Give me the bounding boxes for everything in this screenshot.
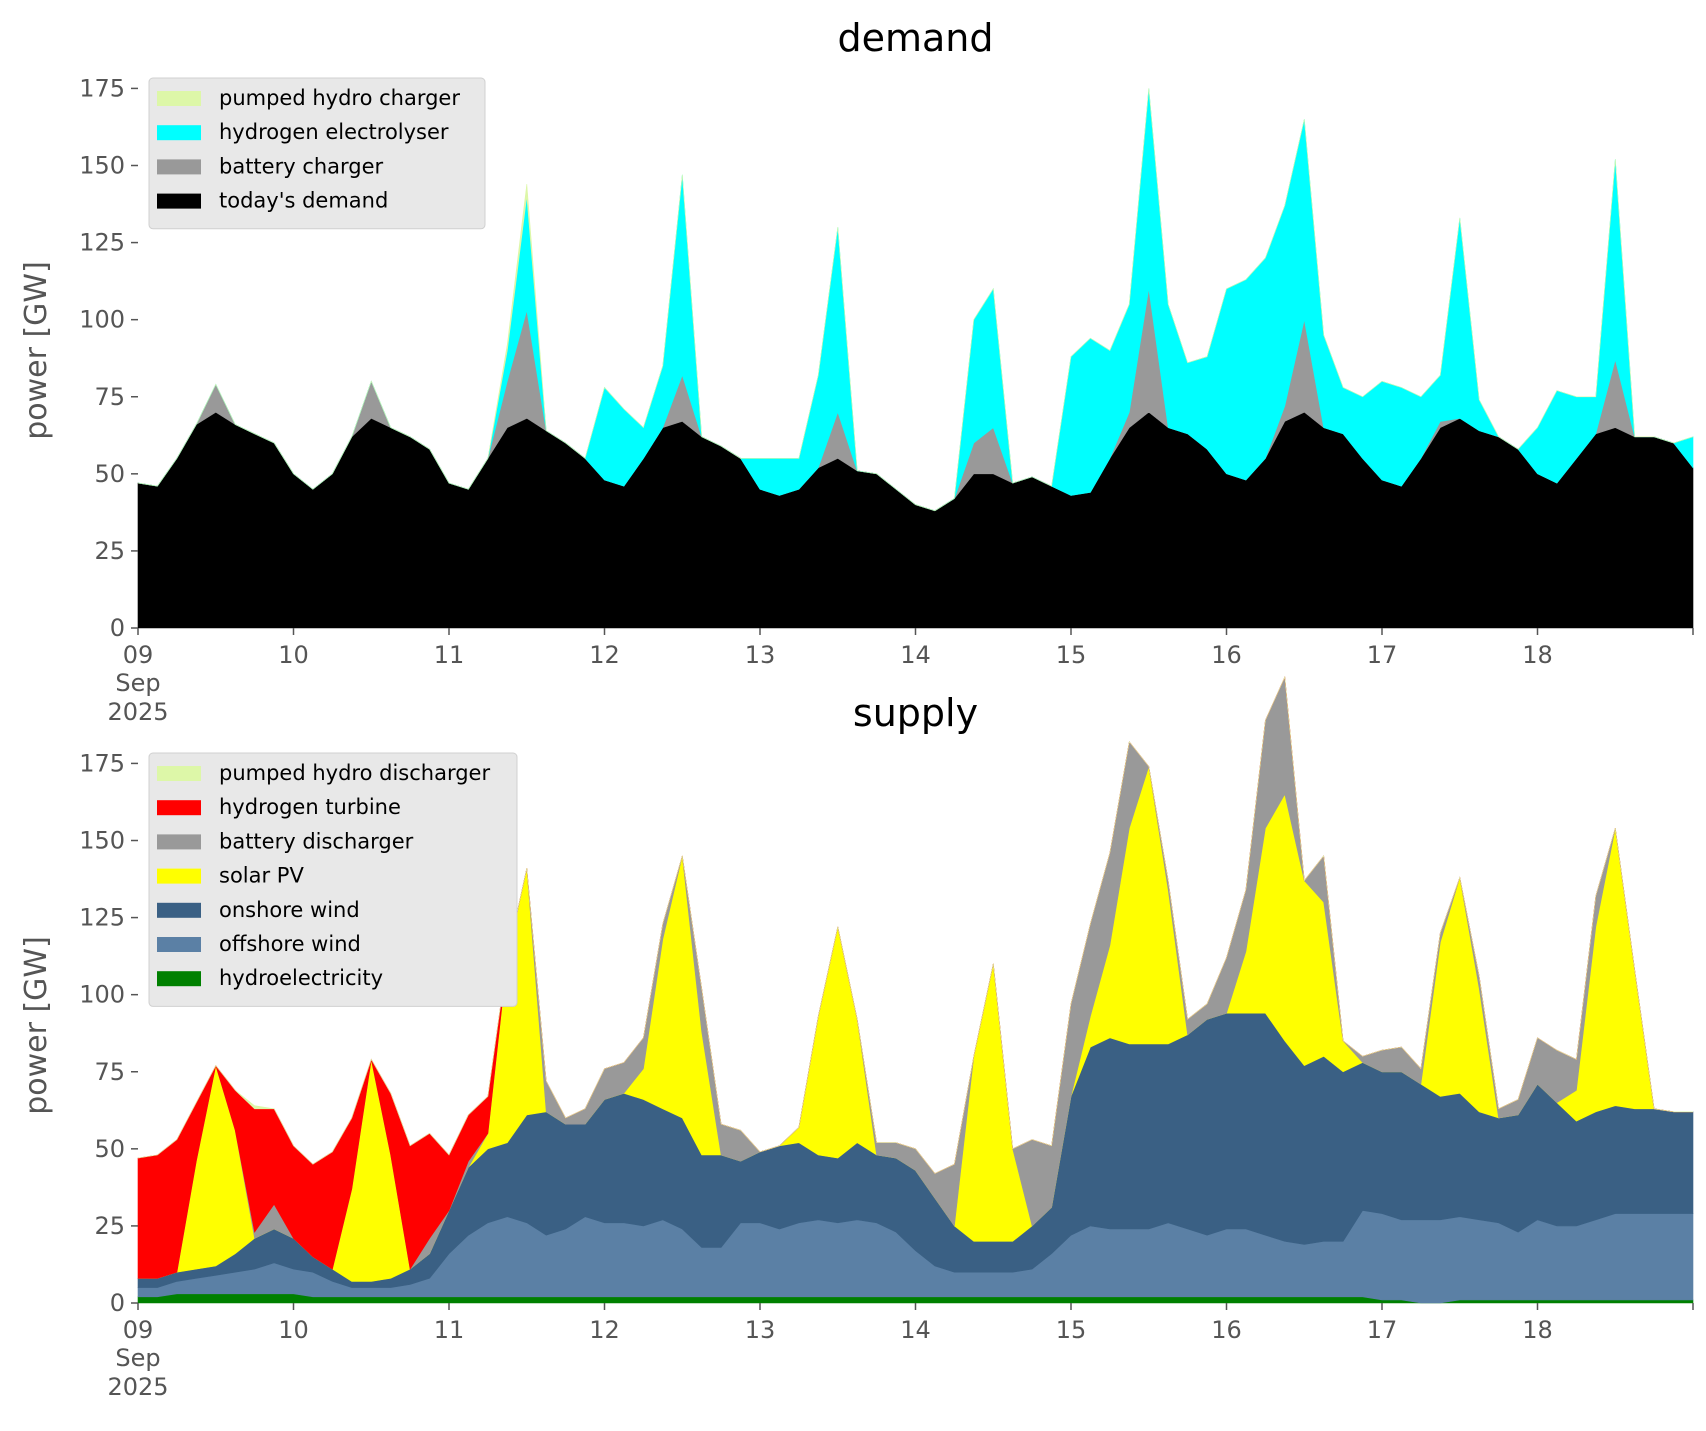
legend-swatch-battery-charger	[157, 159, 201, 175]
x-tick-sublabel: 2025	[107, 1373, 168, 1401]
y-tick-label: 125	[79, 904, 125, 932]
y-tick-label: 125	[79, 229, 125, 257]
x-tick-sublabel: 2025	[107, 698, 168, 726]
chart-title: supply	[853, 691, 978, 735]
x-tick-label: 14	[900, 641, 931, 669]
x-tick-sublabel: Sep	[115, 1344, 160, 1372]
legend-label-solar-pv: solar PV	[219, 864, 304, 888]
x-tick-label: 16	[1211, 1316, 1242, 1344]
y-tick-label: 150	[79, 827, 125, 855]
legend-label-today-s-demand: today's demand	[219, 189, 388, 213]
legend-label-battery-charger: battery charger	[219, 154, 384, 178]
chart-title: demand	[837, 16, 993, 60]
legend-swatch-hydroelectricity	[157, 971, 201, 987]
area-pumped-hydro-charger	[137, 88, 1694, 512]
x-tick-label: 12	[589, 1316, 620, 1344]
x-tick-label: 10	[278, 641, 309, 669]
x-tick-label: 15	[1056, 1316, 1087, 1344]
y-tick-label: 0	[110, 1289, 125, 1317]
x-tick-label: 18	[1522, 1316, 1553, 1344]
y-tick-label: 75	[94, 1058, 125, 1086]
x-tick-label: 13	[745, 1316, 776, 1344]
y-tick-label: 50	[94, 460, 125, 488]
demand-chart: demand power [GW] 0 25 50 75 100 125 150 175 09Sep…	[19, 16, 1694, 726]
y-tick-label: 50	[94, 1135, 125, 1163]
supply-chart: supply power [GW] 0 25 50 75 100 125 150 175 09Sep…	[19, 675, 1694, 1401]
legend-swatch-battery-discharger	[157, 834, 201, 850]
legend-label-pumped-hydro-discharger: pumped hydro discharger	[219, 761, 490, 785]
legend-label-onshore-wind: onshore wind	[219, 898, 360, 922]
x-tick-label: 17	[1367, 641, 1398, 669]
legend-swatch-hydrogen-electrolyser	[157, 125, 201, 141]
legend: pumped hydro charger hydrogen electrolyse…	[148, 77, 486, 230]
x-tick-label: 09	[123, 641, 154, 669]
y-tick-label: 25	[94, 1212, 125, 1240]
legend-swatch-hydrogen-turbine	[157, 800, 201, 816]
x-tick-label: 15	[1056, 641, 1087, 669]
series-areas	[137, 675, 1694, 1304]
x-tick-label: 18	[1522, 641, 1553, 669]
legend-label-battery-discharger: battery discharger	[219, 829, 414, 853]
x-tick-label: 09	[123, 1316, 154, 1344]
legend-box	[148, 77, 486, 230]
legend-label-pumped-hydro-charger: pumped hydro charger	[219, 86, 460, 110]
legend-swatch-onshore-wind	[157, 902, 201, 918]
x-tick-label: 11	[434, 641, 465, 669]
x-tick-label: 11	[434, 1316, 465, 1344]
legend: pumped hydro discharger hydrogen turbine b…	[148, 752, 518, 1007]
x-tick-label: 12	[589, 641, 620, 669]
legend-swatch-pumped-hydro-discharger	[157, 766, 201, 781]
area-today-s-demand	[137, 411, 1694, 629]
area-pumped-hydro-discharger	[137, 675, 1693, 1174]
legend-label-hydrogen-turbine: hydrogen turbine	[219, 795, 401, 819]
y-tick-label: 100	[79, 306, 125, 334]
x-tick-label: 10	[278, 1316, 309, 1344]
y-tick-label: 100	[79, 981, 125, 1009]
x-tick-label: 16	[1211, 641, 1242, 669]
legend-swatch-solar-pv	[157, 868, 201, 884]
y-axis-label: power [GW]	[19, 936, 54, 1115]
legend-label-hydrogen-electrolyser: hydrogen electrolyser	[219, 120, 449, 144]
y-tick-label: 150	[79, 152, 125, 180]
series-areas	[137, 88, 1694, 629]
legend-box	[148, 752, 518, 1007]
x-tick-label: 17	[1367, 1316, 1398, 1344]
y-tick-label: 175	[79, 749, 125, 777]
legend-label-offshore-wind: offshore wind	[219, 932, 361, 956]
legend-label-hydroelectricity: hydroelectricity	[219, 966, 383, 990]
x-tick-sublabel: Sep	[115, 669, 160, 697]
y-axis-label: power [GW]	[19, 261, 54, 440]
legend-swatch-pumped-hydro-charger	[157, 91, 201, 106]
legend-swatch-offshore-wind	[157, 937, 201, 952]
x-tick-label: 14	[900, 1316, 931, 1344]
y-tick-label: 0	[110, 614, 125, 642]
y-tick-label: 75	[94, 383, 125, 411]
y-tick-label: 175	[79, 74, 125, 102]
x-tick-label: 13	[745, 641, 776, 669]
legend-swatch-today-s-demand	[157, 193, 201, 209]
y-tick-label: 25	[94, 537, 125, 565]
